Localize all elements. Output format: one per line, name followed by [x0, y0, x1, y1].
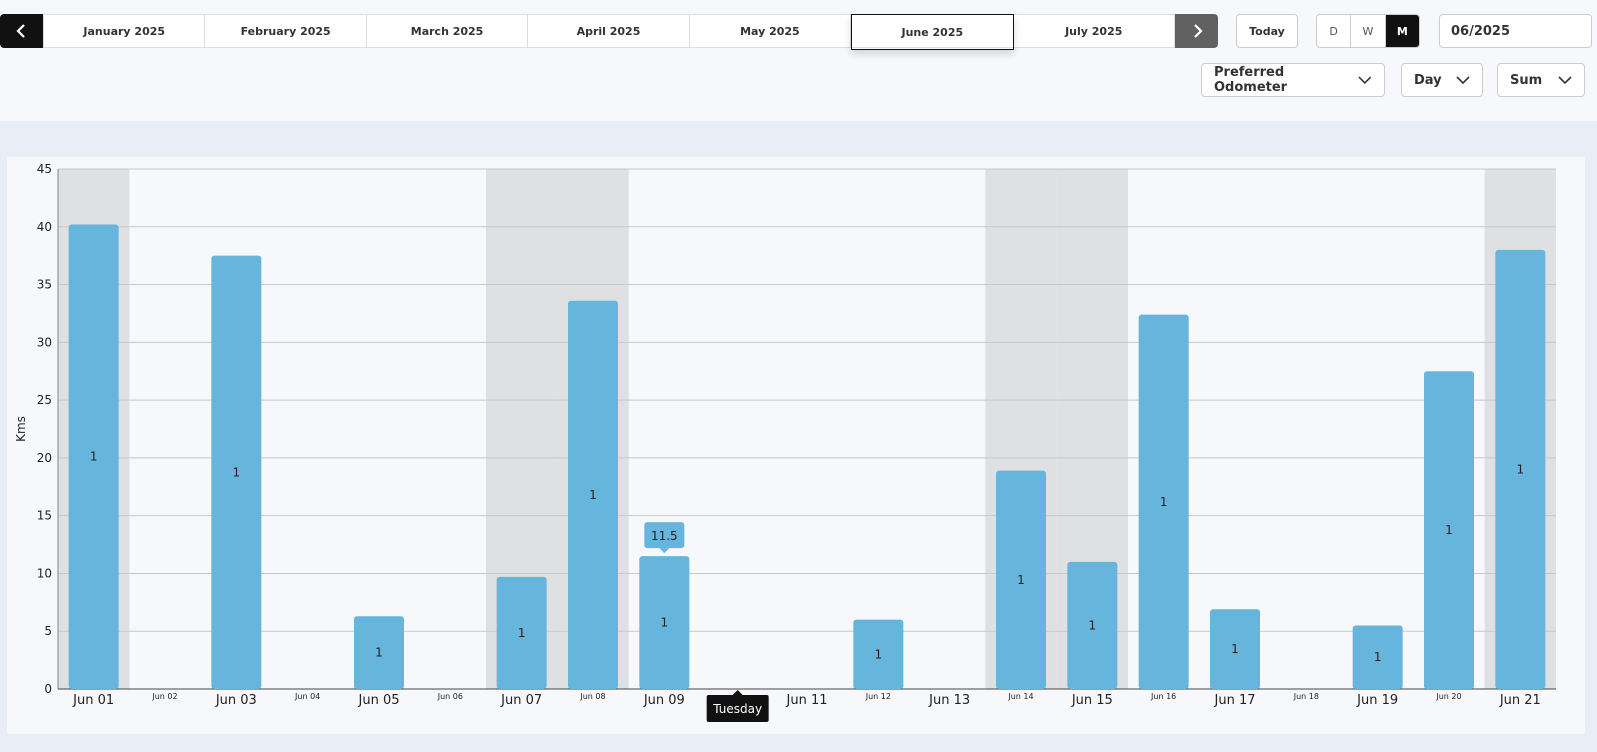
top-toolbar: January 2025 February 2025 March 2025 Ap…	[0, 0, 1597, 121]
x-tick-label: Jun 11	[786, 693, 828, 708]
bar	[853, 619, 904, 689]
view-mode-day[interactable]: D	[1317, 15, 1352, 47]
hover-box	[706, 695, 769, 722]
y-tick-label: 30	[37, 335, 52, 349]
x-tick-label: Jun 14	[1007, 692, 1033, 701]
today-button[interactable]: Today	[1236, 14, 1298, 48]
previous-month-button[interactable]	[0, 14, 43, 48]
tooltip-value: 11.5	[651, 529, 678, 543]
bar	[568, 300, 618, 689]
y-tick-label: 10	[37, 566, 52, 580]
y-tick-label: 15	[37, 509, 52, 523]
bar	[1138, 314, 1189, 689]
odometer-select-label: Preferred Odometer	[1214, 65, 1288, 95]
chart-panel: 0 5 10 15 20 25 30 35 40 45 Kms 1 1 1 1 1 1 1 1 1 1 1 1 1 1 Jun 0…	[7, 157, 1585, 734]
x-tick-label: Jun 17	[1214, 693, 1256, 708]
y-tick-label: 40	[37, 220, 52, 234]
bar-data-label: 1	[1374, 650, 1382, 664]
month-tab[interactable]: January 2025	[44, 15, 206, 47]
bar	[211, 255, 262, 689]
bar-data-label: 1	[1089, 618, 1097, 632]
x-tick-label: Jun 12	[865, 692, 891, 701]
x-tick-label: Jun 05	[358, 693, 400, 708]
hover-day-label: Tuesday	[712, 702, 762, 716]
x-tick-label: Jun 07	[500, 693, 542, 708]
bar	[1495, 249, 1546, 689]
x-tick-label: Jun 08	[579, 692, 605, 701]
x-tick-label: Jun 21	[1499, 693, 1541, 708]
x-tick-label: Jun 06	[437, 692, 463, 701]
y-tick-label: 20	[37, 451, 52, 465]
bar-data-label: 1	[1017, 573, 1025, 587]
month-tab[interactable]: March 2025	[367, 15, 529, 47]
x-tick-label: Jun 16	[1150, 692, 1176, 701]
bar	[68, 224, 119, 689]
month-tab[interactable]: July 2025	[1065, 24, 1123, 38]
view-mode-month[interactable]: M	[1385, 15, 1419, 47]
bar-chart: 0 5 10 15 20 25 30 35 40 45 Kms 1 1 1 1 1 1 1 1 1 1 1 1 1 1 Jun 0…	[14, 162, 1556, 722]
bar-data-label: 1	[233, 465, 241, 479]
bar-data-label: 1	[1517, 462, 1525, 476]
x-tick-label: Jun 18	[1293, 692, 1319, 701]
x-tick-label: Jun 01	[72, 693, 114, 708]
bar-data-label: 1	[375, 646, 383, 660]
bar-data-label: 1	[1160, 495, 1168, 509]
chevron-down-icon	[1456, 75, 1470, 84]
month-tab[interactable]: April 2025	[528, 15, 690, 47]
y-tick-label: 5	[44, 624, 52, 638]
bar-data-label: 1	[875, 647, 883, 661]
bar	[996, 470, 1046, 689]
chevron-down-icon	[1558, 75, 1572, 84]
x-tick-label: Jun 04	[294, 692, 320, 701]
bar-data-label: 1	[589, 488, 597, 502]
x-tick-label: Jun 20	[1435, 692, 1461, 701]
bar	[1352, 625, 1403, 689]
granularity-select[interactable]: Day	[1401, 63, 1483, 97]
tooltip-pointer	[659, 548, 670, 554]
bar-data-label: 1	[1445, 523, 1453, 537]
hover-pointer	[732, 690, 743, 695]
month-tab[interactable]: February 2025	[205, 15, 367, 47]
view-mode-week[interactable]: W	[1351, 15, 1386, 47]
bar	[639, 556, 690, 689]
bar-data-label: 1	[661, 616, 669, 630]
x-tick-label: Jun 19	[1356, 693, 1398, 708]
chevron-down-icon	[1358, 76, 1372, 84]
bar	[496, 576, 547, 689]
month-tab[interactable]: May 2025	[690, 15, 852, 47]
y-tick-label: 0	[44, 682, 52, 696]
chevron-left-icon	[15, 24, 25, 38]
odometer-select[interactable]: Preferred Odometer	[1201, 63, 1385, 97]
x-tick-label: Jun 03	[215, 693, 257, 708]
bar	[354, 616, 404, 689]
bar-data-label: 1	[90, 450, 98, 464]
bar	[1210, 609, 1260, 689]
y-axis-title: Kms	[14, 416, 28, 442]
view-mode-toggle: D W M	[1316, 14, 1420, 48]
bar	[1424, 371, 1474, 689]
bar	[1067, 561, 1118, 689]
tooltip-box	[644, 522, 685, 549]
y-tick-label: 45	[37, 162, 52, 176]
x-tick-label: Jun 02	[151, 692, 177, 701]
aggregate-select[interactable]: Sum	[1497, 63, 1585, 97]
x-tick-label: Jun 15	[1071, 693, 1113, 708]
x-tick-label: Jun 09	[643, 693, 685, 708]
month-tab-active[interactable]: June 2025	[851, 14, 1014, 50]
y-tick-label: 35	[37, 278, 52, 292]
aggregate-select-label: Sum	[1510, 72, 1543, 88]
next-month-button[interactable]	[1175, 14, 1218, 48]
bar-data-label: 1	[1231, 642, 1239, 656]
x-tick-label: Jun 13	[928, 693, 970, 708]
granularity-select-label: Day	[1414, 72, 1442, 88]
y-tick-label: 25	[37, 393, 52, 407]
month-strip: January 2025 February 2025 March 2025 Ap…	[43, 14, 1175, 50]
bar-data-label: 1	[518, 626, 526, 640]
date-field[interactable]: 06/2025	[1439, 14, 1592, 48]
chevron-right-icon	[1193, 24, 1203, 38]
